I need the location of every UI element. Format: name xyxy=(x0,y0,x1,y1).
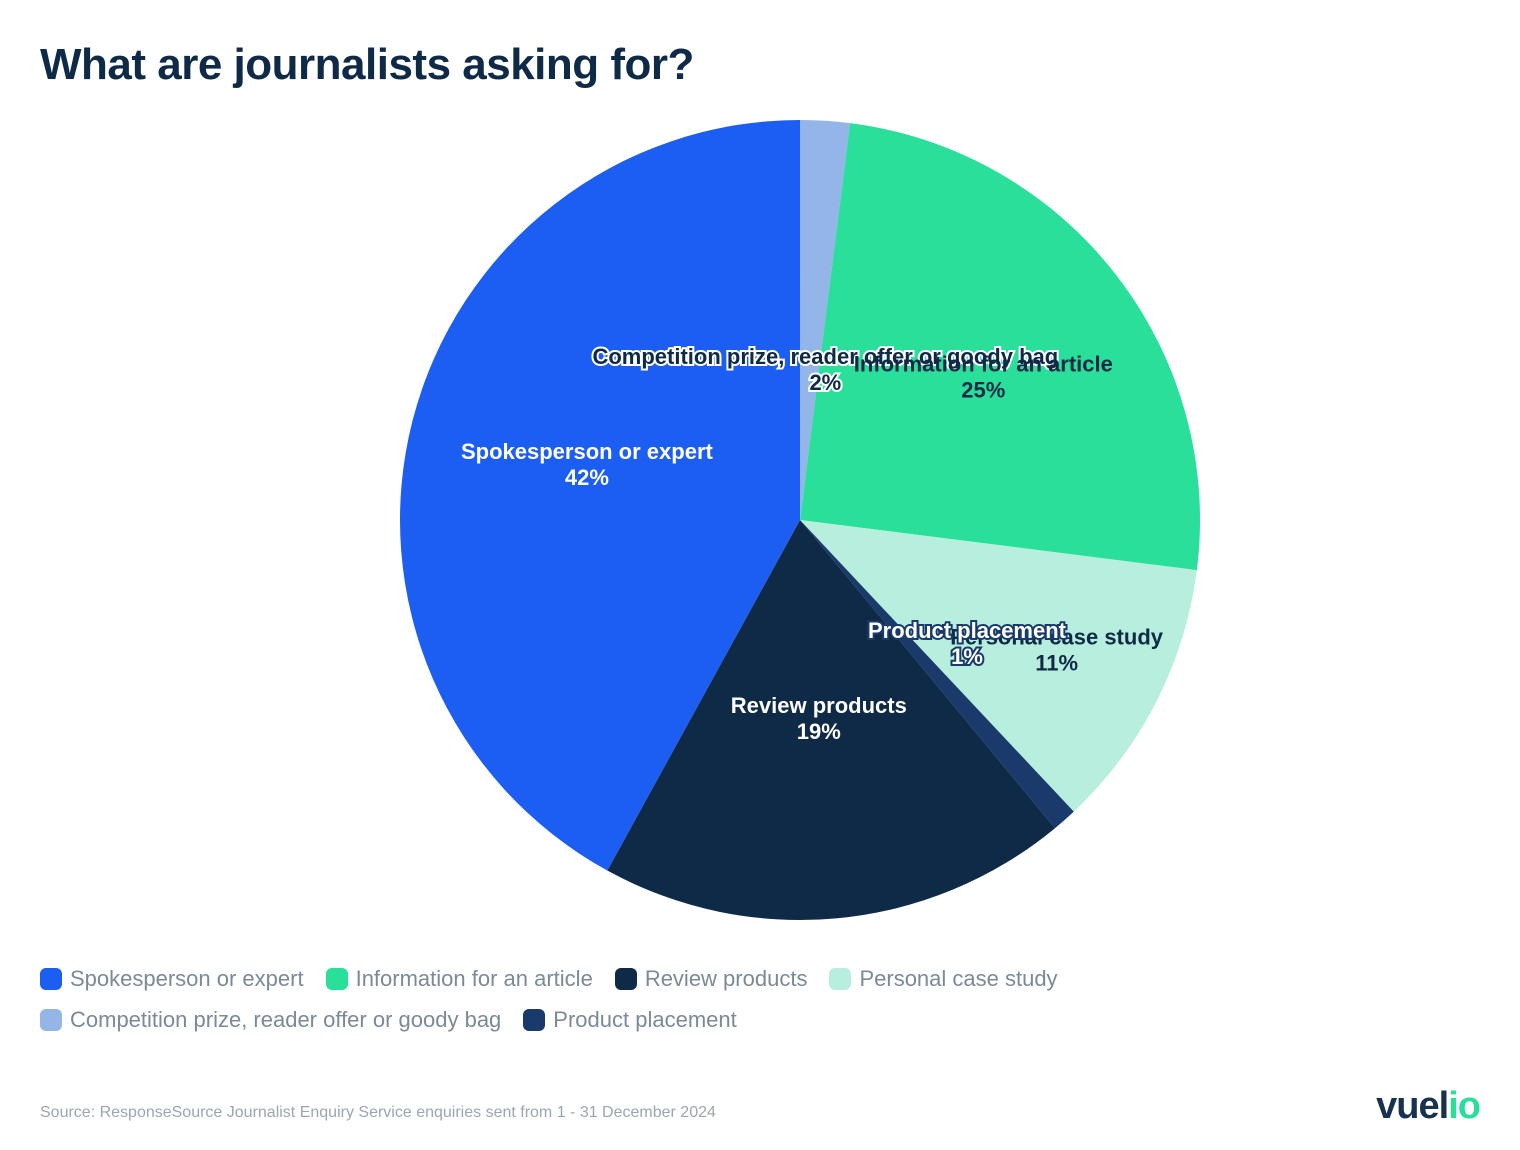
svg-text:Review products: Review products xyxy=(731,693,907,718)
legend-label: Review products xyxy=(645,960,808,997)
legend-item: Competition prize, reader offer or goody… xyxy=(40,1001,501,1038)
svg-text:Spokesperson or expert: Spokesperson or expert xyxy=(461,439,714,464)
svg-text:Information for an article: Information for an article xyxy=(854,352,1113,377)
brand-part-2: io xyxy=(1448,1085,1480,1127)
legend-label: Personal case study xyxy=(859,960,1057,997)
legend: Spokesperson or expert Information for an… xyxy=(40,960,1480,1042)
legend-item: Personal case study xyxy=(829,960,1057,997)
legend-swatch xyxy=(523,1009,545,1031)
pie-chart-container: Competition prize, reader offer or goody… xyxy=(40,100,1480,940)
svg-text:2%: 2% xyxy=(809,370,841,395)
legend-swatch xyxy=(326,968,348,990)
legend-label: Information for an article xyxy=(356,960,593,997)
chart-title: What are journalists asking for? xyxy=(40,40,1480,90)
svg-text:11%: 11% xyxy=(1035,651,1078,676)
svg-text:Product placement: Product placement xyxy=(868,618,1067,643)
legend-swatch xyxy=(615,968,637,990)
brand-logo: vuelio xyxy=(1376,1085,1480,1128)
svg-text:25%: 25% xyxy=(961,378,1005,403)
legend-swatch xyxy=(40,968,62,990)
legend-item: Information for an article xyxy=(326,960,593,997)
legend-swatch xyxy=(40,1009,62,1031)
legend-label: Product placement xyxy=(553,1001,736,1038)
svg-text:1%: 1% xyxy=(951,644,983,669)
legend-label: Spokesperson or expert xyxy=(70,960,304,997)
legend-label: Competition prize, reader offer or goody… xyxy=(70,1001,501,1038)
legend-item: Product placement xyxy=(523,1001,736,1038)
source-text: Source: ResponseSource Journalist Enquir… xyxy=(40,1104,716,1122)
brand-part-1: vuel xyxy=(1376,1085,1448,1127)
svg-text:42%: 42% xyxy=(565,465,609,490)
legend-item: Spokesperson or expert xyxy=(40,960,304,997)
legend-swatch xyxy=(829,968,851,990)
pie-chart: Competition prize, reader offer or goody… xyxy=(40,100,1480,940)
svg-text:19%: 19% xyxy=(797,719,841,744)
legend-item: Review products xyxy=(615,960,808,997)
